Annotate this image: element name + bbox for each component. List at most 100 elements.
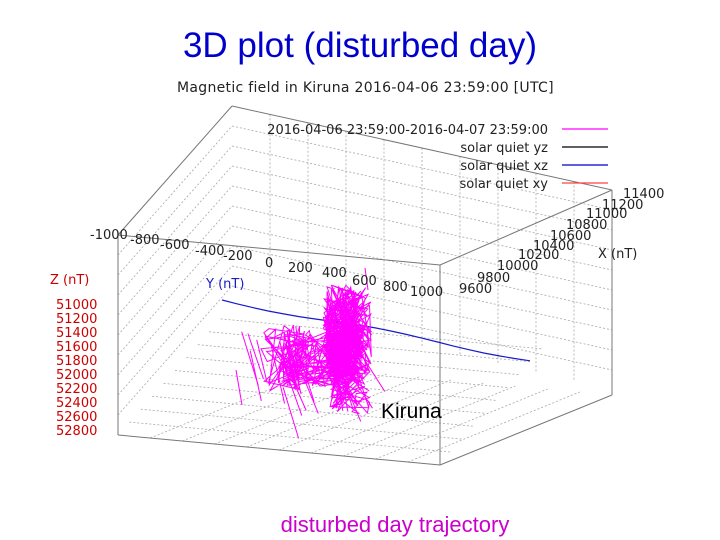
z-tick-label: 51600 [56,340,97,355]
grid-line [117,185,233,316]
legend: 2016-04-06 23:59:00-2016-04-07 23:59:00 s… [267,123,608,192]
y-tick-label: 200 [288,261,313,276]
legend-label: 2016-04-06 23:59:00-2016-04-07 23:59:00 [267,123,548,138]
grid-line [220,318,543,350]
z-tick-label: 51000 [56,298,97,313]
trajectory-segment [351,329,369,370]
trajectory-segment [293,353,319,414]
y-tick-label: 1000 [410,285,443,300]
grid-line [163,383,486,414]
disturbed-trajectory [235,267,386,439]
grid-line [150,367,323,439]
grid-line [231,185,613,271]
grid-line [182,370,355,442]
y-axis-label: Y (nT) [205,277,244,292]
grid-line [117,125,233,256]
grid-line [375,388,548,460]
z-tick-label: 52400 [56,396,97,411]
grid-line [140,408,463,440]
trajectory-segment [289,373,307,411]
y-tick-label: -1000 [90,228,128,243]
trajectory-segment [256,339,268,383]
z-axis-label: Z (nT) [50,273,89,288]
grid-line [117,265,233,396]
solar-quiet-xz-line [221,299,531,362]
trajectory-segment [336,337,353,382]
legend-label: solar quiet xy [460,177,549,192]
y-tick-label: -200 [223,249,253,264]
grid-line [231,145,613,231]
grid-line [117,285,233,416]
trajectory-segment [336,351,349,412]
trajectory-segment [282,361,303,416]
trajectory-segment [270,346,286,404]
x-tick-label: 10000 [497,259,538,274]
x-tick-label: 11400 [623,187,664,202]
z-tick-label: 52000 [56,368,97,383]
grid-line [343,385,516,457]
y-tick-label: 400 [322,266,347,281]
y-axis-ticks: -1000 -800 -600 -400-200 0 200 400 600 800 1000 [90,228,443,300]
trajectory-segment [282,387,300,439]
grid-line [117,165,233,296]
grid-line [214,373,387,445]
z-tick-label: 52800 [56,424,97,439]
grid-line [231,245,613,331]
caption: disturbed day trajectory [280,512,510,537]
x-tick-label: 9800 [477,271,510,286]
slide-title: 3D plot (disturbed day) [182,26,538,65]
grid-line [117,225,233,356]
grid-line [152,395,475,427]
plot-title: Magnetic field in Kiruna 2016-04-06 23:5… [177,80,554,96]
trajectory-segment [348,371,373,409]
z-axis-ticks: 5100051200514005160051800520005220052400… [56,298,97,439]
station-label: Kiruna [381,400,442,423]
trajectory-segment [247,333,264,379]
z-tick-label: 51400 [56,326,97,341]
grid-line [231,285,613,371]
legend-label: solar quiet xz [460,159,548,174]
grid-line [311,382,484,454]
grid-line [231,205,613,291]
y-tick-label: -800 [130,233,160,248]
grid-line [117,205,233,336]
grid-line [117,145,233,276]
z-tick-label: 51800 [56,354,97,369]
grid-line [246,376,419,448]
y-tick-label: -400 [195,244,225,259]
y-tick-label: -600 [160,238,190,253]
trajectory-segment [290,350,302,395]
grid-line [117,245,233,376]
z-tick-label: 52600 [56,410,97,425]
plot-grid [117,114,613,463]
trajectory-segment [342,378,354,410]
plot-box [117,105,613,466]
x-axis-ticks: 9600980010000102001040010600108001100011… [459,187,664,297]
trajectory-segment [298,353,315,402]
x-axis-label: X (nT) [598,247,637,262]
x-tick-label: 10800 [566,218,607,233]
x-tick-label: 10400 [533,239,574,254]
grid-line [231,125,613,211]
trajectory-segment [235,369,243,406]
legend-label: solar quiet yz [460,141,548,156]
grid-line [407,391,580,463]
z-tick-label: 52200 [56,382,97,397]
trajectory-segment [325,356,340,387]
y-tick-label: 800 [383,280,408,295]
x-tick-label: 11200 [602,198,643,213]
x-tick-label: 9600 [459,282,492,297]
grid-line [278,379,452,451]
trajectory-segment [329,364,371,415]
trajectory-segment [357,349,386,392]
y-tick-label: 600 [352,274,377,289]
grid-line [231,165,613,251]
y-tick-label: 0 [265,256,273,271]
grid-line [129,421,452,453]
x-tick-label: 10600 [550,229,591,244]
trajectory-segment [319,359,341,398]
z-tick-label: 51200 [56,312,97,327]
grid-line [231,265,613,351]
trajectory-segment [260,324,311,393]
